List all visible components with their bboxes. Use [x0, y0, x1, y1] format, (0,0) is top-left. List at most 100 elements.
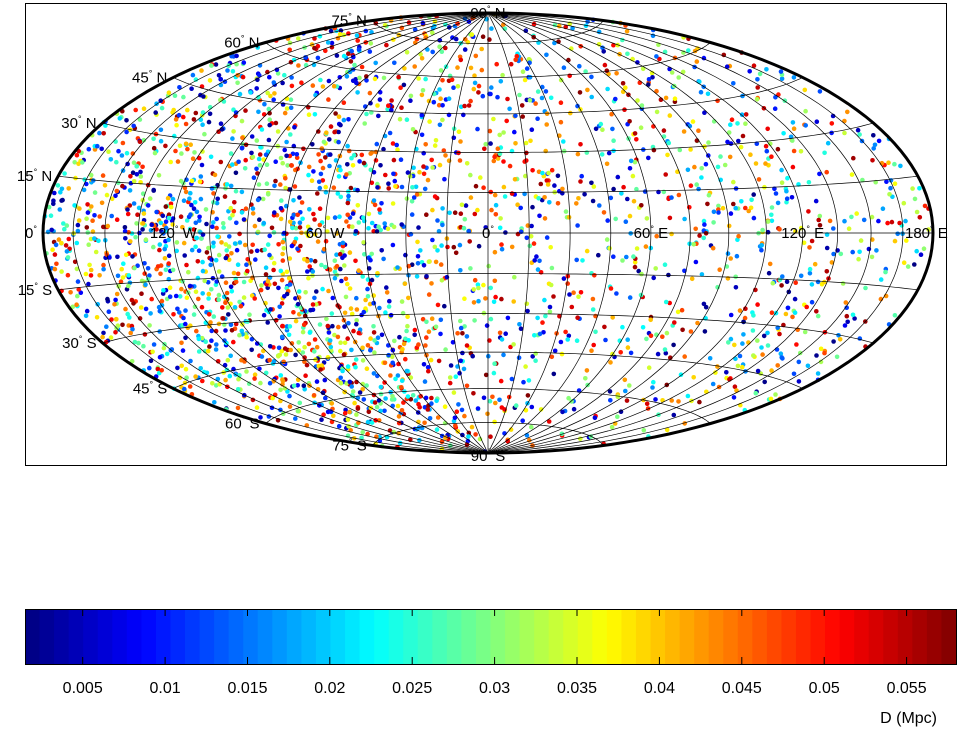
colorbar-segment [708, 609, 724, 664]
galaxy-point [361, 397, 367, 402]
galaxy-point [231, 339, 236, 345]
colorbar-segment [359, 609, 375, 664]
galaxy-point [713, 370, 718, 375]
galaxy-point [101, 330, 106, 336]
galaxy-point [177, 294, 183, 299]
galaxy-point [268, 307, 273, 312]
galaxy-point [440, 222, 445, 228]
galaxy-point [363, 306, 368, 311]
galaxy-point [66, 186, 71, 191]
galaxy-point [686, 48, 691, 53]
galaxy-point [157, 242, 163, 247]
galaxy-point [197, 214, 202, 220]
galaxy-point [212, 172, 218, 178]
galaxy-point [753, 390, 759, 396]
galaxy-point [508, 427, 514, 432]
galaxy-point [369, 251, 375, 257]
galaxy-point [312, 258, 318, 264]
galaxy-point [892, 313, 898, 318]
galaxy-point [456, 150, 461, 156]
galaxy-point [567, 292, 572, 297]
galaxy-point [74, 302, 79, 308]
galaxy-point [728, 122, 733, 127]
galaxy-point [345, 417, 351, 422]
galaxy-point [910, 186, 915, 191]
galaxy-point [320, 286, 325, 292]
galaxy-point [523, 140, 529, 146]
galaxy-point [295, 301, 301, 307]
galaxy-point [418, 394, 424, 399]
galaxy-point [185, 146, 190, 152]
galaxy-point [577, 90, 583, 95]
galaxy-point [184, 262, 189, 268]
galaxy-point [759, 243, 764, 248]
galaxy-point [340, 243, 346, 249]
galaxy-point [368, 167, 374, 173]
galaxy-point [291, 212, 297, 218]
galaxy-point [386, 352, 391, 358]
galaxy-point [214, 200, 220, 206]
galaxy-point [289, 75, 294, 80]
galaxy-point [356, 330, 362, 336]
galaxy-point [746, 208, 751, 214]
galaxy-point [646, 82, 651, 87]
galaxy-point [325, 355, 331, 360]
galaxy-point [625, 337, 630, 343]
galaxy-point [583, 376, 588, 381]
galaxy-point [524, 301, 530, 307]
galaxy-point [740, 341, 745, 346]
galaxy-point [453, 423, 458, 429]
galaxy-point [127, 188, 133, 193]
galaxy-point [696, 128, 701, 133]
galaxy-point [320, 165, 326, 171]
galaxy-point [491, 116, 496, 122]
colorbar-segment [519, 609, 535, 664]
galaxy-point [427, 416, 433, 421]
galaxy-point [75, 222, 81, 228]
galaxy-point [667, 215, 673, 221]
colorbar-segment [854, 609, 870, 664]
galaxy-point [817, 213, 823, 219]
galaxy-point [886, 160, 891, 165]
parallel-line [265, 388, 711, 424]
galaxy-point [376, 113, 381, 119]
galaxy-point [790, 120, 796, 125]
galaxy-point [137, 139, 143, 144]
galaxy-point [682, 216, 687, 222]
galaxy-point [372, 400, 378, 405]
galaxy-point [551, 294, 556, 299]
galaxy-point [387, 130, 393, 136]
galaxy-point [166, 253, 172, 259]
galaxy-point [281, 359, 287, 365]
galaxy-point [326, 97, 331, 102]
galaxy-point [737, 353, 743, 359]
galaxy-point [737, 308, 743, 313]
galaxy-point [814, 353, 819, 358]
galaxy-point [492, 192, 498, 198]
galaxy-point [858, 238, 864, 243]
galaxy-point [88, 267, 94, 273]
galaxy-point [371, 330, 377, 335]
galaxy-point [368, 41, 374, 46]
galaxy-point [134, 163, 140, 169]
galaxy-point [295, 212, 301, 218]
galaxy-point [778, 351, 784, 357]
colorbar-segment [679, 609, 695, 664]
galaxy-point [483, 141, 489, 147]
galaxy-point [466, 103, 472, 108]
galaxy-point [462, 103, 467, 109]
galaxy-point [384, 290, 390, 295]
galaxy-point [338, 194, 344, 200]
galaxy-point [263, 300, 268, 306]
galaxy-point [371, 170, 377, 175]
galaxy-point [263, 265, 269, 271]
galaxy-point [308, 307, 313, 313]
galaxy-point [779, 167, 784, 173]
galaxy-point [851, 155, 856, 161]
galaxy-point [189, 202, 194, 208]
galaxy-point [340, 240, 346, 246]
galaxy-point [92, 213, 97, 218]
galaxy-point [463, 37, 468, 42]
galaxy-point [316, 129, 321, 134]
